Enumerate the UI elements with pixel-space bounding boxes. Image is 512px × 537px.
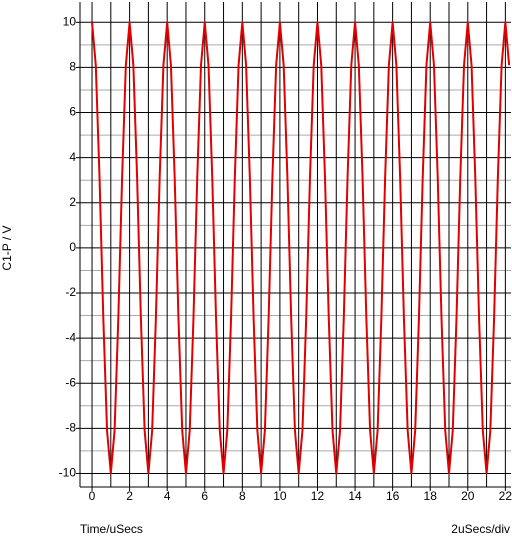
x-tick-label: 10 xyxy=(273,489,287,503)
y-tick-label: 0 xyxy=(69,240,76,254)
y-tick-label: 8 xyxy=(69,60,76,74)
x-tick-label: 2 xyxy=(126,489,133,503)
x-tick-label: 16 xyxy=(386,489,400,503)
x-tick-label: 12 xyxy=(311,489,325,503)
y-tick-label: 4 xyxy=(69,150,76,164)
y-tick-label: 10 xyxy=(63,14,77,28)
y-tick-label: 6 xyxy=(69,105,76,119)
signal-line xyxy=(91,21,511,475)
y-tick-label: -2 xyxy=(65,285,76,299)
y-tick-label: -6 xyxy=(65,375,76,389)
x-tick-label: 4 xyxy=(164,489,171,503)
plot xyxy=(91,21,511,475)
x-tick-label: 18 xyxy=(424,489,438,503)
grid: -10 -8 -6 -4 -2 0 2 4 6 8 10 0 2 4 6 8 10 12 14 16 18 20 22 xyxy=(59,2,512,503)
x-axis-label: Time/uSecs xyxy=(80,522,143,536)
x-tick-label: 22 xyxy=(499,489,512,503)
scale-label: 2uSecs/div xyxy=(451,522,510,536)
x-tick-label: 0 xyxy=(89,489,96,503)
y-tick-label: -8 xyxy=(65,421,76,435)
x-tick-label: 8 xyxy=(239,489,246,503)
y-tick-label: -4 xyxy=(65,330,76,344)
y-axis-label: C1-P / V xyxy=(0,225,14,270)
x-tick-label: 20 xyxy=(461,489,475,503)
x-tick-label: 6 xyxy=(201,489,208,503)
x-tick-label: 14 xyxy=(348,489,362,503)
y-tick-label: -10 xyxy=(59,466,77,480)
y-tick-label: 2 xyxy=(69,195,76,209)
